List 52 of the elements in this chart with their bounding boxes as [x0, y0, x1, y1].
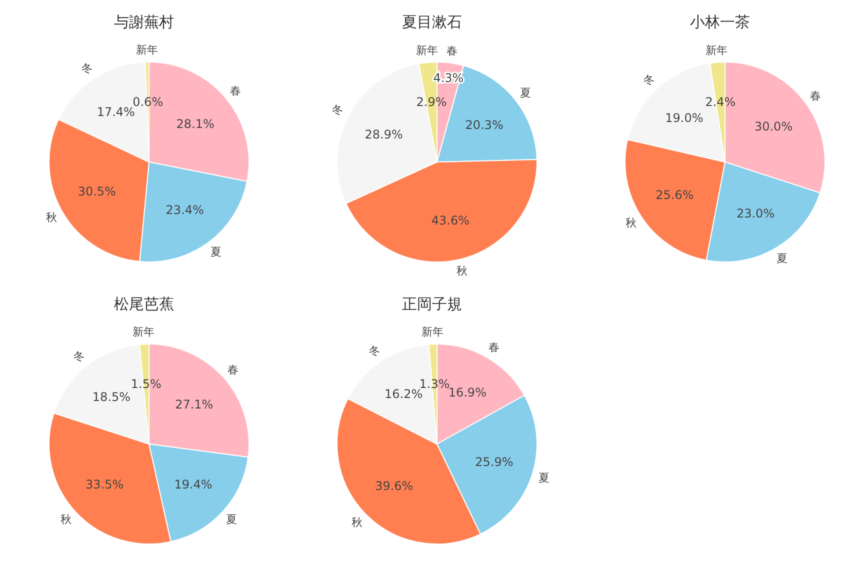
data-label: 25.9%	[475, 455, 514, 470]
data-label: 19.0%	[665, 111, 704, 126]
slice-label: 新年	[136, 44, 158, 57]
slice-label: 新年	[706, 44, 728, 57]
data-label: 20.3%	[465, 118, 504, 132]
data-label: 17.4%	[96, 104, 135, 119]
slice-label: 新年	[416, 44, 438, 57]
data-label: 30.5%	[78, 184, 116, 199]
slice-label: 夏	[210, 245, 222, 258]
slice-label: 夏	[776, 252, 788, 265]
data-label: 2.9%	[416, 95, 447, 110]
slice-label: 秋	[60, 512, 72, 526]
slice-label: 秋	[626, 216, 637, 230]
data-label: 1.5%	[130, 377, 162, 392]
chart-title: 夏目漱石	[402, 13, 462, 31]
data-label: 16.9%	[448, 385, 486, 400]
slice-label: 春	[488, 340, 500, 354]
data-label: 28.1%	[176, 116, 214, 131]
slice-label: 秋	[456, 264, 468, 278]
slice-label: 春	[230, 84, 242, 98]
data-label: 28.9%	[364, 127, 403, 142]
slice-label: 冬	[332, 104, 344, 117]
slice-label: 冬	[73, 350, 84, 364]
slice-label: 春	[446, 44, 458, 58]
slice-label: 夏	[520, 86, 531, 100]
data-label: 0.6%	[132, 95, 164, 110]
data-label: 43.6%	[431, 213, 470, 228]
slice-label: 春	[810, 90, 822, 103]
slice-label: 新年	[421, 326, 444, 339]
chart-title: 正岡子規	[402, 295, 462, 313]
slice-label: 秋	[46, 210, 58, 224]
slice-label: 冬	[82, 62, 93, 76]
slice-label: 夏	[538, 471, 550, 484]
chart-title: 松尾芭蕉	[114, 295, 174, 313]
data-label: 23.4%	[166, 203, 204, 218]
slice-label: 冬	[369, 344, 380, 358]
slice-label: 冬	[643, 73, 654, 86]
slice-label: 新年	[132, 326, 155, 339]
chart-title: 小林一茶	[690, 13, 750, 31]
chart-title: 与謝蕪村	[114, 13, 174, 31]
data-label: 33.5%	[86, 477, 124, 492]
data-label: 19.4%	[174, 478, 212, 492]
slice-label: 春	[228, 364, 239, 377]
data-label: 27.1%	[175, 397, 214, 412]
data-label: 30.0%	[754, 120, 793, 134]
data-label: 18.5%	[92, 390, 131, 404]
data-label: 2.4%	[705, 95, 736, 110]
data-label: 39.6%	[375, 478, 414, 493]
slice-label: 夏	[226, 513, 238, 526]
data-label: 23.0%	[736, 206, 775, 221]
data-label: 25.6%	[656, 188, 694, 202]
slice-label: 秋	[352, 516, 362, 529]
